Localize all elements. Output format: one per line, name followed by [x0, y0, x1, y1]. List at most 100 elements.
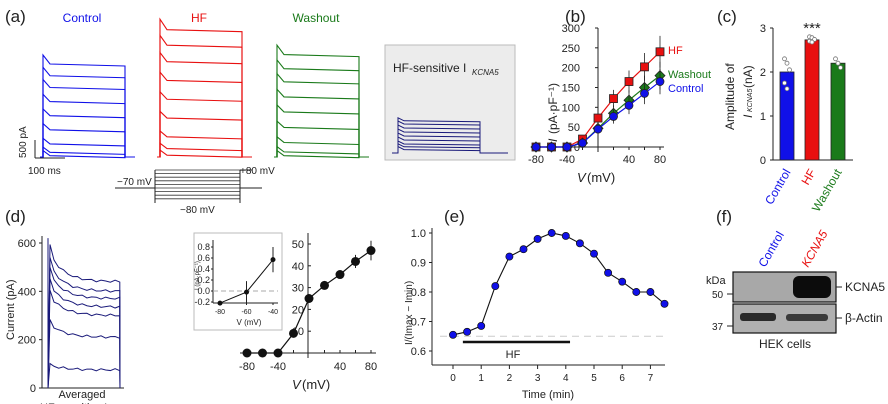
hf-sensitive-trace — [47, 267, 121, 389]
current-trace — [274, 103, 369, 158]
inset-y-label: I (pA·pF⁻¹) — [195, 261, 201, 290]
data-point-control — [562, 142, 572, 152]
inset-x-tick-label: -80 — [215, 309, 225, 316]
legend-control: Control — [668, 83, 703, 95]
y-tick-label: 2 — [760, 67, 766, 79]
current-trace — [274, 43, 369, 158]
current-trace — [40, 53, 135, 158]
caption-averaged: Averaged — [59, 389, 106, 401]
x-tick-label: 2 — [507, 373, 513, 384]
y-tick-label: 200 — [562, 63, 580, 75]
bar-washout — [830, 62, 846, 161]
bar-hf — [804, 39, 820, 161]
y-tick-label: 40 — [292, 261, 304, 273]
data-point — [505, 252, 514, 261]
x-axis-label-italic: V — [292, 377, 302, 392]
hf-sensitive-trace — [47, 244, 121, 389]
current-trace — [40, 92, 135, 158]
hf-sensitive-trace — [47, 362, 121, 389]
data-point — [575, 239, 584, 248]
hf-sensitive-trace — [47, 319, 121, 389]
x-axis-label: Time (min) — [522, 389, 574, 401]
current-trace — [157, 148, 252, 158]
inset-y-tick-label: 0.2 — [197, 275, 210, 285]
data-point-hf — [655, 47, 665, 57]
panel-label: (f) — [716, 207, 732, 226]
data-point-control — [593, 124, 603, 134]
x-tick-label: 5 — [591, 373, 597, 384]
condition-title-hf: HF — [191, 11, 207, 25]
panel-label: (b) — [565, 7, 586, 26]
x-tick-label: -40 — [559, 154, 575, 166]
data-point — [366, 246, 376, 256]
data-point-hf — [609, 94, 618, 104]
y-tick-label: 0 — [574, 142, 580, 154]
y-tick-label: 0.7 — [411, 317, 426, 329]
y-tick-label: 0 — [30, 383, 36, 395]
inset-y-tick-label: 0.8 — [197, 242, 210, 252]
data-point-control — [578, 138, 587, 148]
x-tick-label: 7 — [648, 373, 654, 384]
band-actin-kcna5 — [786, 314, 828, 321]
lane-label-control: Control — [755, 229, 786, 270]
scale-label-time: 100 ms — [28, 166, 61, 177]
time-course-line — [452, 232, 665, 336]
current-trace — [274, 87, 369, 158]
hf-sensitive-trace — [47, 257, 121, 389]
data-point — [618, 277, 627, 286]
condition-title-control: Control — [63, 11, 102, 25]
x-tick-label: 4 — [563, 373, 569, 384]
x-tick-label: Control — [762, 167, 793, 208]
condition-title-washout: Washout — [293, 11, 341, 25]
data-point — [646, 288, 655, 296]
x-tick-label: 3 — [535, 373, 541, 384]
y-axis-label: (pA·pF⁻¹) — [546, 83, 560, 134]
x-axis-label: (mV) — [587, 170, 615, 185]
scale-label-current: 500 pA — [18, 126, 29, 158]
individual-point — [809, 39, 815, 45]
y-axis-label-sub: KCNA5 — [747, 89, 754, 112]
x-tick-label: 40 — [334, 361, 346, 373]
data-point — [632, 288, 641, 296]
x-tick-label: 80 — [654, 154, 666, 166]
individual-point — [838, 65, 843, 70]
hf-sensitive-trace — [47, 289, 121, 389]
y-tick-label: 0.9 — [411, 258, 426, 270]
inset-data-point — [217, 300, 223, 306]
hf-sensitive-trace — [47, 278, 121, 389]
inset-box — [193, 232, 283, 331]
y-axis-label: I/(Imax − Imin) — [404, 281, 415, 345]
hf-sensitive-subscript: KCNA5 — [472, 68, 499, 77]
x-tick-label: 6 — [619, 373, 625, 384]
individual-point — [784, 60, 790, 66]
y-axis-label-italic: I — [546, 138, 560, 142]
current-trace — [157, 50, 252, 158]
hf-sensitive-title: HF-sensitive I — [393, 61, 466, 75]
x-tick-label: -80 — [239, 361, 255, 373]
y-tick-label: 30 — [292, 283, 304, 295]
y-tick-label: 1.0 — [411, 228, 426, 240]
panel-label: (e) — [444, 207, 465, 226]
caption-hf-sensitive: HF-sensitive I — [40, 402, 107, 404]
y-tick-label: 400 — [18, 286, 36, 298]
individual-point — [782, 56, 787, 62]
data-point-control — [609, 112, 618, 121]
y-tick-label: 1 — [760, 111, 766, 123]
legend-hf: HF — [668, 45, 683, 57]
y-tick-label: 50 — [568, 122, 580, 134]
data-point — [533, 234, 542, 243]
x-tick-label: 40 — [623, 154, 635, 166]
lane-label-kcna5: KCNA5 — [798, 228, 830, 270]
panel-label: (a) — [5, 7, 26, 26]
panel-label: (c) — [717, 7, 737, 26]
hf-sensitive-trace — [392, 116, 508, 154]
inset-x-tick-label: -60 — [241, 309, 251, 316]
y-tick-label: 250 — [562, 43, 580, 55]
protocol-label-hold: −70 mV — [117, 177, 152, 188]
x-tick-label: 0 — [450, 373, 456, 384]
data-point — [604, 268, 613, 277]
band-label-actin: β-Actin — [845, 311, 883, 325]
y-tick-label: 20 — [292, 304, 304, 316]
data-point-control — [531, 142, 541, 152]
